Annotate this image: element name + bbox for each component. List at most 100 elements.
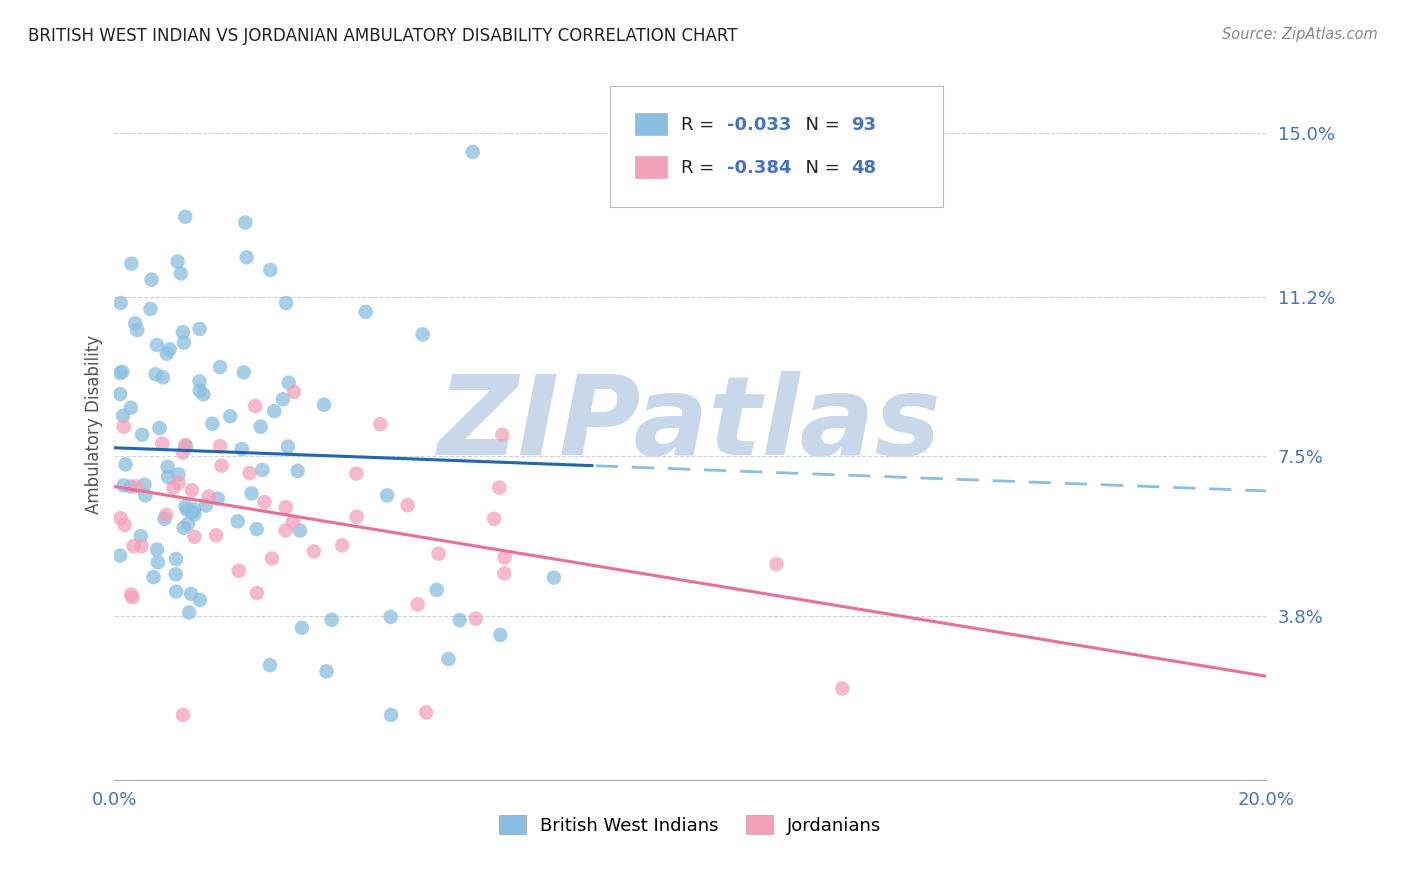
Point xyxy=(108,366,131,380)
Point xyxy=(449,613,471,627)
Point xyxy=(166,254,188,268)
Point xyxy=(180,587,202,601)
Text: -0.033: -0.033 xyxy=(727,117,792,135)
Point xyxy=(240,486,263,500)
Point xyxy=(281,515,304,529)
Point xyxy=(173,521,195,535)
Point xyxy=(142,570,165,584)
Point xyxy=(494,550,516,565)
Point xyxy=(274,500,297,515)
Text: ZIPatlas: ZIPatlas xyxy=(439,370,942,477)
Point xyxy=(114,518,136,533)
Point xyxy=(205,528,228,542)
Point xyxy=(543,570,565,584)
Point xyxy=(170,267,193,281)
Point xyxy=(155,508,177,522)
Point xyxy=(156,459,179,474)
Point xyxy=(412,327,434,342)
Point xyxy=(156,347,179,361)
Point xyxy=(194,499,217,513)
Point xyxy=(252,463,274,477)
FancyBboxPatch shape xyxy=(610,87,943,207)
Point xyxy=(120,257,142,271)
Point xyxy=(209,359,232,374)
Point xyxy=(146,542,169,557)
Point xyxy=(238,466,260,480)
Point xyxy=(131,540,153,554)
Point xyxy=(162,481,184,495)
Point xyxy=(157,470,180,484)
Point xyxy=(146,555,169,569)
Point xyxy=(167,467,190,482)
Point xyxy=(120,479,142,493)
Point xyxy=(344,467,367,481)
Point xyxy=(271,392,294,407)
Point xyxy=(120,401,142,415)
Point xyxy=(277,440,299,454)
Point xyxy=(174,210,197,224)
Point xyxy=(494,566,516,581)
Point xyxy=(124,317,146,331)
Point xyxy=(464,612,486,626)
Point xyxy=(211,458,233,473)
Point xyxy=(111,365,134,379)
Point xyxy=(380,610,402,624)
Y-axis label: Ambulatory Disability: Ambulatory Disability xyxy=(86,334,103,514)
Point xyxy=(167,475,190,490)
Point xyxy=(482,512,505,526)
Point xyxy=(235,250,257,264)
Point xyxy=(287,464,309,478)
Point xyxy=(180,483,202,497)
Point xyxy=(233,215,256,229)
Point xyxy=(226,514,249,528)
Point xyxy=(183,502,205,516)
Point xyxy=(108,387,131,401)
Point xyxy=(129,529,152,543)
Text: Source: ZipAtlas.com: Source: ZipAtlas.com xyxy=(1222,27,1378,42)
Point xyxy=(274,296,297,310)
Point xyxy=(246,522,269,536)
Point xyxy=(765,557,787,571)
Point xyxy=(165,567,187,582)
Point xyxy=(153,512,176,526)
Point xyxy=(368,417,391,432)
Text: N =: N = xyxy=(794,117,845,135)
Point xyxy=(121,591,143,605)
Point xyxy=(174,499,197,513)
Legend: British West Indians, Jordanians: British West Indians, Jordanians xyxy=(499,815,882,835)
Point xyxy=(174,438,197,452)
Text: R =: R = xyxy=(681,117,720,135)
Point xyxy=(114,458,136,472)
Point xyxy=(198,490,221,504)
Point xyxy=(110,511,132,525)
Bar xyxy=(636,156,666,178)
Point xyxy=(146,338,169,352)
Point xyxy=(150,436,173,450)
Point xyxy=(141,272,163,286)
Point xyxy=(219,409,242,424)
Point xyxy=(259,658,281,673)
Point xyxy=(139,301,162,316)
Point xyxy=(321,613,343,627)
Point xyxy=(122,539,145,553)
Point xyxy=(274,524,297,538)
Point xyxy=(172,445,194,459)
Point xyxy=(173,335,195,350)
Point xyxy=(488,481,510,495)
Point xyxy=(110,296,132,310)
Point xyxy=(112,478,135,492)
Point xyxy=(302,544,325,558)
Point xyxy=(111,409,134,423)
Point xyxy=(263,404,285,418)
Point xyxy=(396,498,419,512)
Point xyxy=(124,479,146,493)
Point xyxy=(415,706,437,720)
Point xyxy=(427,547,450,561)
Text: N =: N = xyxy=(794,159,845,178)
Point xyxy=(183,530,205,544)
Point xyxy=(148,421,170,435)
Point xyxy=(253,495,276,509)
Point xyxy=(437,652,460,666)
Point xyxy=(346,509,368,524)
Point xyxy=(228,564,250,578)
